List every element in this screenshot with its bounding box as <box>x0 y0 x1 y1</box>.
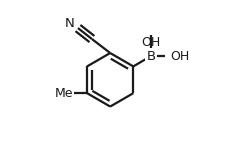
Text: B: B <box>146 50 156 63</box>
Text: OH: OH <box>141 36 161 49</box>
Text: Me: Me <box>55 87 73 100</box>
Text: N: N <box>65 17 75 30</box>
Text: OH: OH <box>170 50 189 63</box>
